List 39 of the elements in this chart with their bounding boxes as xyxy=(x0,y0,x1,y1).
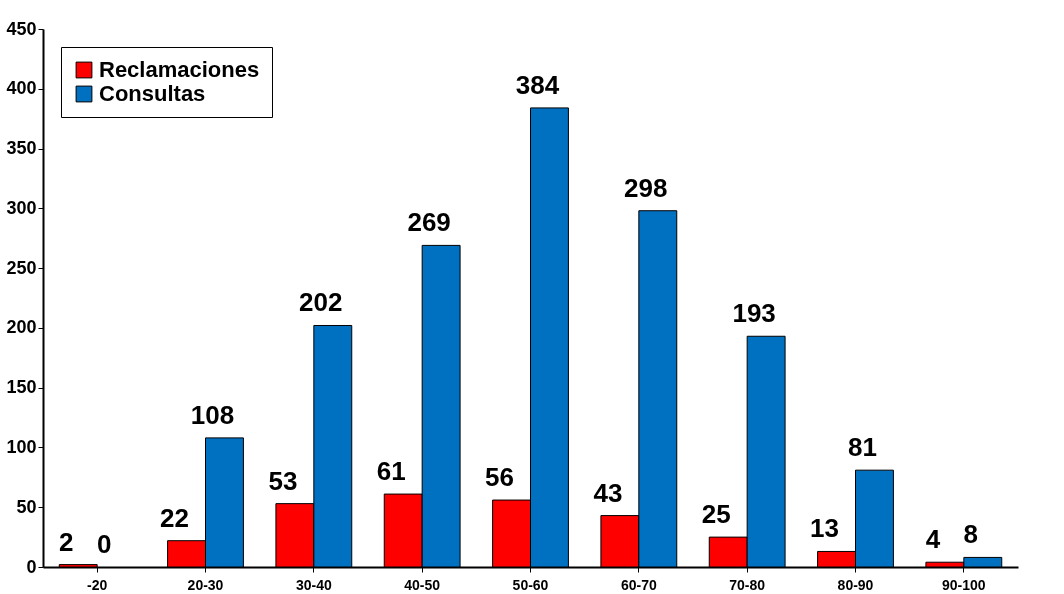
data-label: 2 xyxy=(58,526,74,557)
y-tick-label: 250 xyxy=(6,257,37,278)
y-tick-label: 150 xyxy=(6,377,37,398)
legend-label: Reclamaciones xyxy=(99,57,260,82)
x-tick-label: -20 xyxy=(87,576,108,593)
y-tick-label: 350 xyxy=(6,138,37,159)
y-tick-label: 400 xyxy=(6,78,37,99)
data-label: 193 xyxy=(732,298,776,329)
data-label: 13 xyxy=(810,513,839,544)
y-tick-label: 0 xyxy=(26,556,37,577)
data-label: 0 xyxy=(96,529,112,559)
data-label: 298 xyxy=(624,172,668,203)
y-tick-label: 200 xyxy=(6,317,37,338)
x-tick-label: 90-100 xyxy=(942,576,986,593)
data-label: 25 xyxy=(701,499,731,530)
data-label: 4 xyxy=(925,524,941,555)
data-label: 202 xyxy=(299,287,343,318)
data-label: 108 xyxy=(190,399,235,430)
x-tick-label: 60-70 xyxy=(620,576,657,593)
y-tick-label: 50 xyxy=(16,496,37,517)
data-label: 61 xyxy=(376,456,406,487)
x-tick-label: 20-30 xyxy=(187,576,224,593)
data-label: 56 xyxy=(485,462,514,493)
data-label: 22 xyxy=(160,502,189,533)
data-label: 384 xyxy=(515,69,560,100)
x-tick-label: 70-80 xyxy=(729,576,766,593)
data-label: 269 xyxy=(407,207,451,238)
data-label: 81 xyxy=(848,432,877,463)
data-label: 43 xyxy=(593,477,623,508)
x-tick-label: 80-90 xyxy=(837,576,874,593)
x-tick-label: 40-50 xyxy=(404,576,441,593)
data-label: 8 xyxy=(963,519,979,550)
x-tick-label: 50-60 xyxy=(512,576,549,593)
y-tick-label: 300 xyxy=(6,197,37,218)
data-label: 53 xyxy=(268,465,298,496)
legend-label: Consultas xyxy=(99,81,206,106)
y-tick-label: 450 xyxy=(6,18,37,39)
x-tick-label: 30-40 xyxy=(295,576,332,593)
y-tick-label: 100 xyxy=(6,436,37,457)
